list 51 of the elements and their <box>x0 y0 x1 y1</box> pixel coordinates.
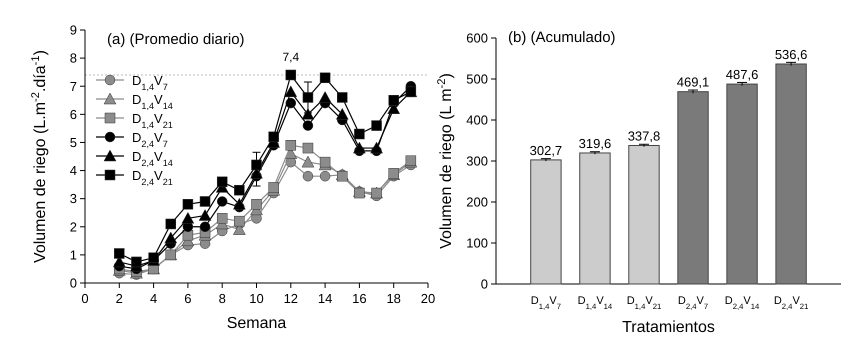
legend-label: D$_{1,4}$V$_{7}$ <box>132 73 168 92</box>
x-tick-label: D$_{2,4}$V$_{14}$ <box>724 295 760 310</box>
x-tick-label: 20 <box>420 291 436 306</box>
legend-label: D$_{2,4}$V$_{7}$ <box>132 130 168 149</box>
data-label: 469,1 <box>676 74 710 90</box>
data-label: 487,6 <box>726 67 758 82</box>
x-tick-label: 8 <box>218 291 226 306</box>
y-tick-label: 300 <box>466 154 488 169</box>
x-tick-label: 6 <box>184 291 192 306</box>
y-tick-label: 1 <box>70 247 77 262</box>
x-axis-title: Tratamientos <box>622 319 715 336</box>
x-tick-label: D$_{1,4}$V$_{14}$ <box>578 295 613 310</box>
x-tick-label: D$_{1,4}$V$_{21}$ <box>626 295 662 310</box>
legend-label: D$_{2,4}$V$_{14}$ <box>132 149 173 168</box>
chart-title: (b) (Acumulado) <box>508 29 616 46</box>
y-tick-label: 100 <box>466 236 488 251</box>
y-tick-label: 9 <box>70 22 77 38</box>
y-tick-label: 500 <box>466 72 488 87</box>
x-tick-label: D$_{1,4}$V$_{7}$ <box>530 295 562 310</box>
legend-label: D$_{2,4}$V$_{21}$ <box>132 168 173 187</box>
legend-label: D$_{1,4}$V$_{21}$ <box>132 111 173 130</box>
x-tick-label: 2 <box>116 291 123 306</box>
data-label: 337,8 <box>628 128 660 144</box>
y-tick-label: 600 <box>466 30 488 46</box>
y-tick-label: 0 <box>70 276 77 291</box>
x-tick-label: 16 <box>352 291 367 306</box>
y-tick-label: 3 <box>70 191 77 206</box>
annotation: 7,4 <box>282 50 300 64</box>
y-tick-label: 6 <box>70 106 77 122</box>
x-tick-label: 0 <box>81 291 89 306</box>
x-tick-label: 12 <box>284 291 298 306</box>
y-tick-label: 8 <box>70 50 77 66</box>
data-label: 536,6 <box>774 46 808 62</box>
x-axis-title: Semana <box>226 315 286 332</box>
x-tick-label: 18 <box>386 291 401 306</box>
data-label: 302,7 <box>530 142 562 158</box>
y-tick-label: 200 <box>466 194 488 210</box>
y-tick-label: 400 <box>466 112 488 128</box>
data-label: 319,6 <box>578 136 612 151</box>
y-tick-label: 2 <box>70 219 77 234</box>
chart-title: (a) (Promedio diario) <box>107 31 245 48</box>
x-tick-label: 10 <box>249 291 264 306</box>
x-tick-label: D$_{2,4}$V$_{7}$ <box>678 295 708 310</box>
x-tick-label: 14 <box>318 291 332 306</box>
x-tick-label: 4 <box>150 291 158 306</box>
y-tick-label: 4 <box>70 163 77 178</box>
x-tick-label: D$_{2,4}$V$_{21}$ <box>774 295 808 310</box>
y-tick-label: 5 <box>70 134 77 150</box>
y-tick-label: 0 <box>480 276 488 292</box>
legend-label: D$_{1,4}$V$_{14}$ <box>132 92 173 111</box>
y-tick-label: 7 <box>70 78 77 94</box>
